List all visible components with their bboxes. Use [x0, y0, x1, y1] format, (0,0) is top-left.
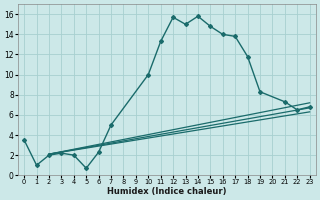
X-axis label: Humidex (Indice chaleur): Humidex (Indice chaleur) — [107, 187, 227, 196]
